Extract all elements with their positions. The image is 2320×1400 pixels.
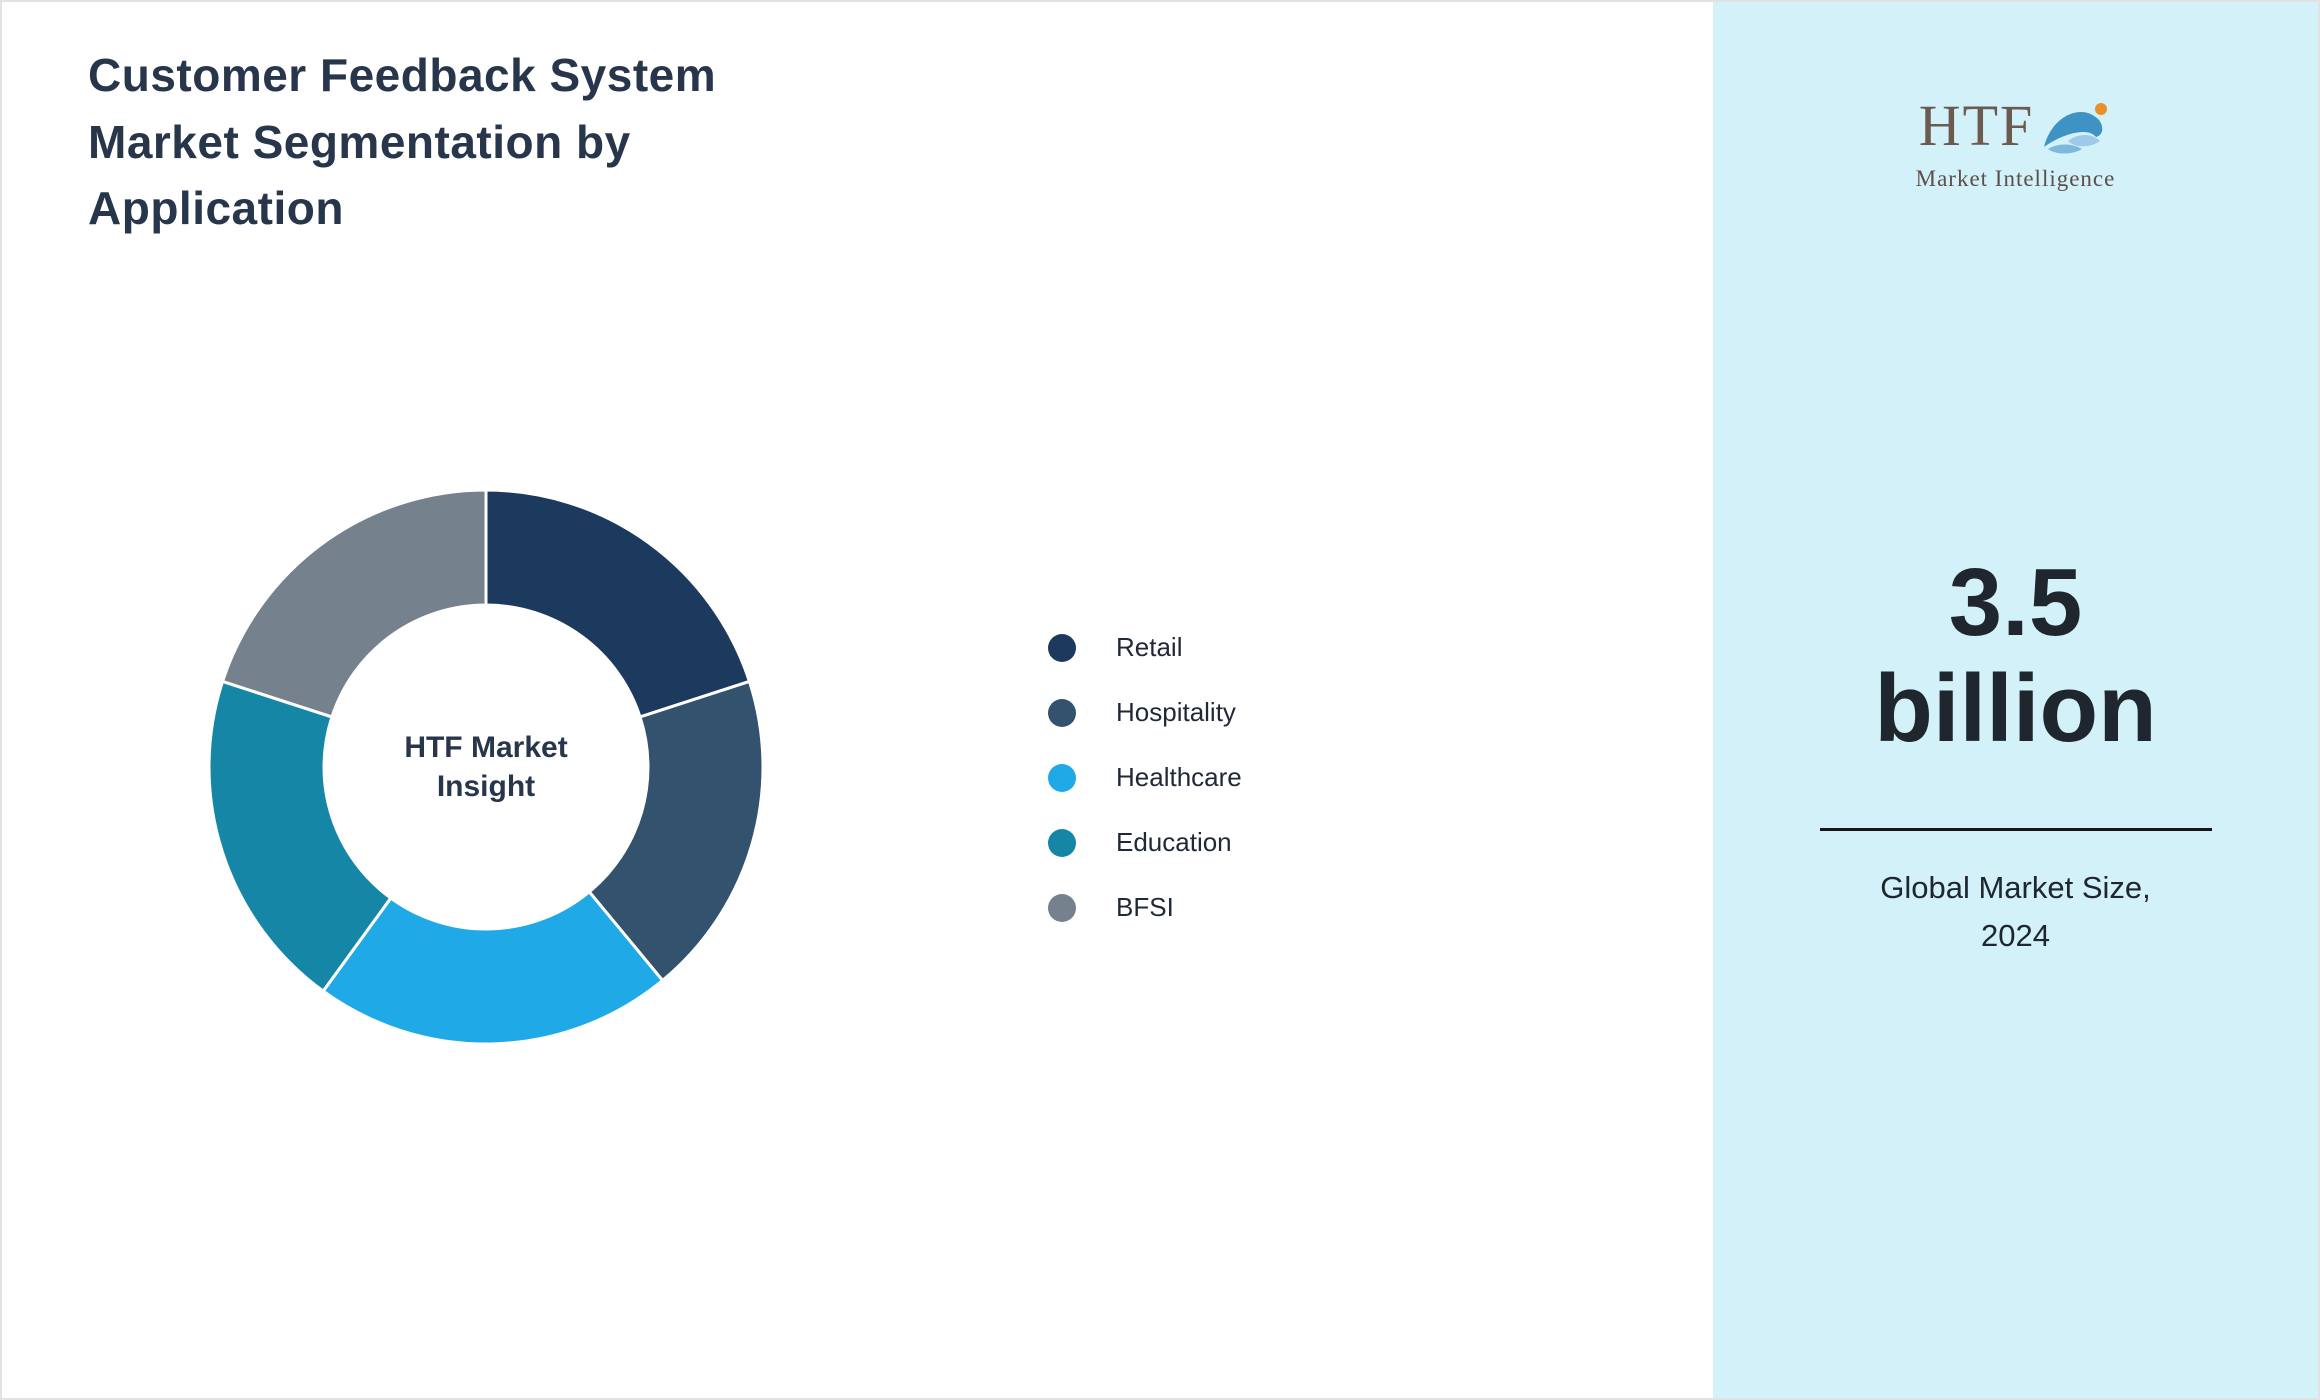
- legend-label: Education: [1116, 827, 1232, 857]
- legend-color-dot: [1048, 698, 1076, 727]
- donut-chart-svg: [207, 488, 765, 1046]
- donut-slice-retail: [484, 488, 751, 719]
- donut-slice-education: [207, 679, 393, 993]
- legend-item: Hospitality: [1048, 697, 1242, 728]
- donut-chart: HTF Market Insight: [205, 486, 767, 1048]
- donut-slices: [207, 488, 765, 1046]
- legend-label: Hospitality: [1116, 697, 1236, 727]
- htf-logo: HTF Market Intelligence: [1713, 97, 2318, 192]
- sidebar: HTF Market Intelligence 3.5 billion Glob…: [1713, 2, 2318, 1398]
- legend-label: BFSI: [1116, 892, 1174, 922]
- htf-logo-text: HTF: [1918, 93, 2035, 158]
- donut-slice-hospitality: [587, 679, 765, 982]
- stat-divider: [1819, 828, 2212, 831]
- legend-color-dot: [1048, 763, 1076, 792]
- legend-item: BFSI: [1048, 892, 1242, 923]
- market-size-caption: Global Market Size, 2024: [1880, 870, 2151, 954]
- legend-color-dot: [1048, 893, 1076, 922]
- donut-center-label: HTF Market Insight: [404, 731, 568, 803]
- legend-color-dot: [1048, 633, 1076, 662]
- dolphin-icon: [2038, 97, 2112, 164]
- page-title: Customer Feedback System Market Segmenta…: [88, 49, 717, 235]
- legend-item: Healthcare: [1048, 762, 1242, 793]
- htf-logo-subtext: Market Intelligence: [1915, 166, 2116, 191]
- legend-label: Healthcare: [1116, 762, 1242, 792]
- legend-item: Retail: [1048, 632, 1242, 663]
- donut-slice-healthcare: [321, 890, 665, 1046]
- legend-item: Education: [1048, 827, 1242, 858]
- chart-legend: Retail Hospitality Healthcare Education BFSI: [1048, 632, 1242, 923]
- legend-color-dot: [1048, 828, 1076, 857]
- market-size-value: 3.5 billion: [1874, 549, 2157, 762]
- legend-label: Retail: [1116, 632, 1183, 662]
- donut-slice-bfsi: [221, 488, 488, 719]
